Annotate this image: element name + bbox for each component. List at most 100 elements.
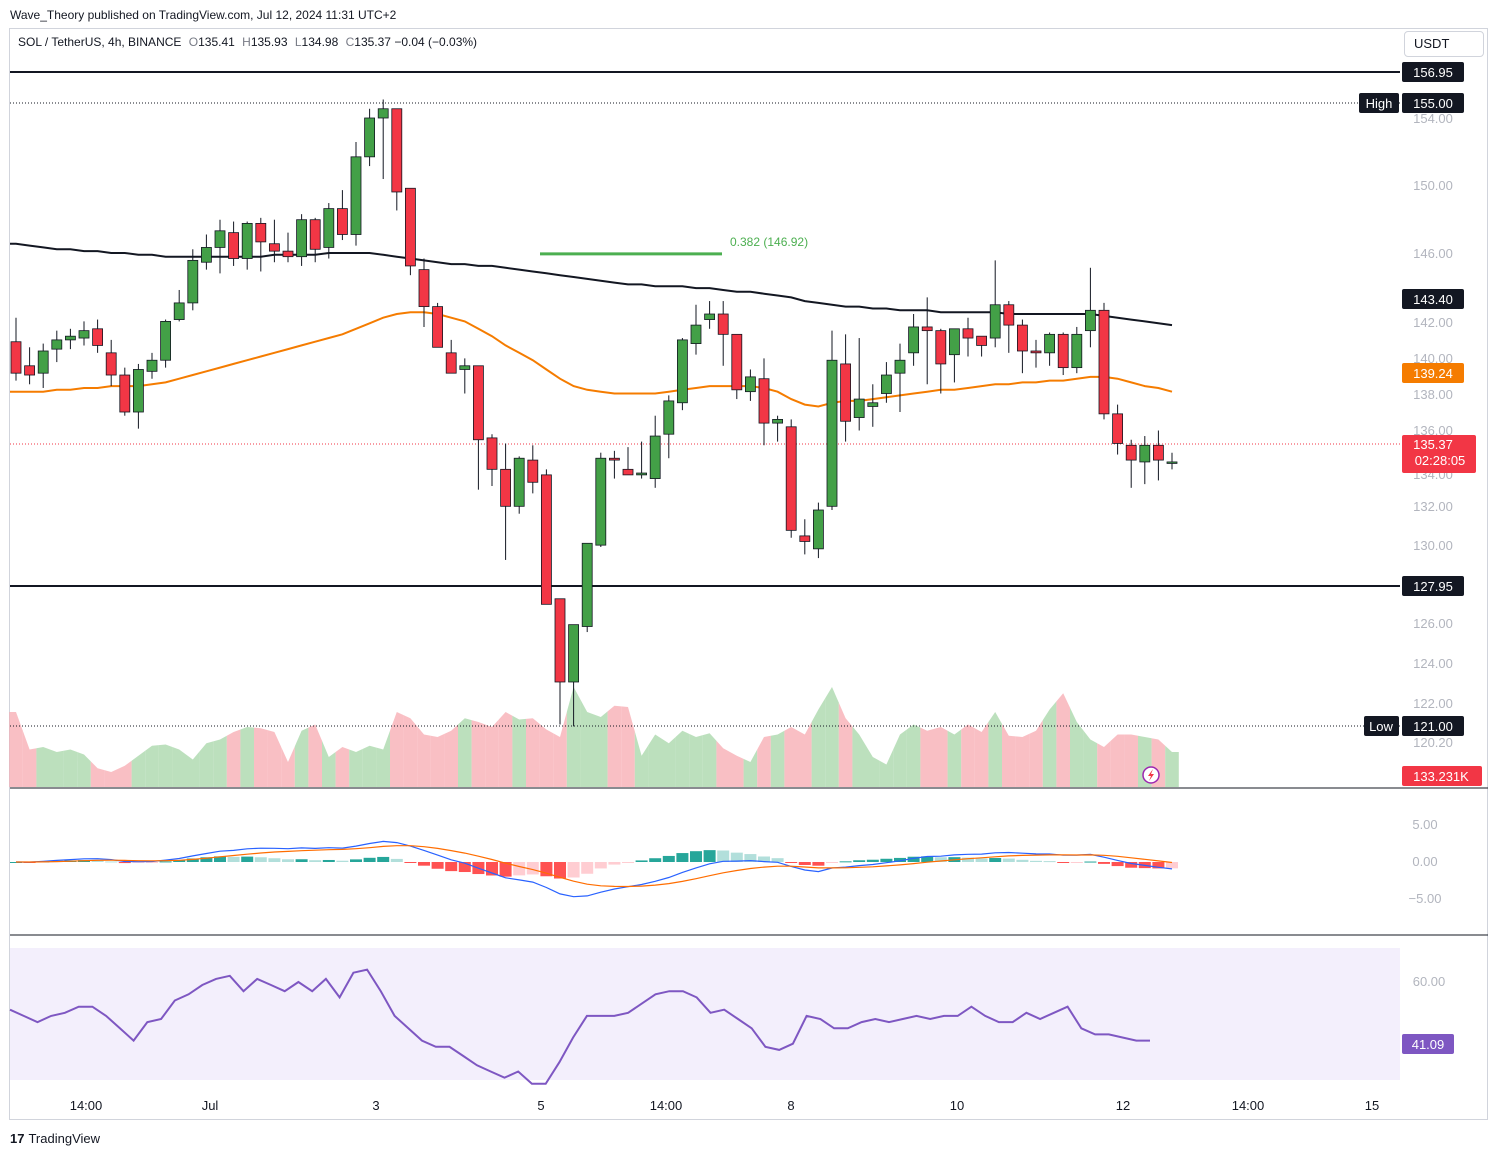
volume-bar (77, 752, 91, 787)
candle-body (78, 330, 90, 339)
symbol-title[interactable]: SOL / TetherUS, 4h, BINANCE (18, 35, 182, 49)
volume-bar (240, 727, 254, 787)
candle (78, 321, 90, 346)
candle (472, 365, 484, 490)
volume-bar (934, 727, 948, 787)
low-badge-label: Low (1369, 719, 1393, 734)
candle-body (772, 419, 783, 424)
volume-bar (784, 727, 798, 787)
macd-histogram-bar (1030, 860, 1042, 862)
candle-body (799, 535, 811, 542)
candle-body (622, 468, 634, 476)
volume-bar (1110, 734, 1125, 787)
volume-bar (471, 720, 486, 787)
high-badge: High 155.00 (1359, 93, 1464, 113)
candle-body (459, 365, 471, 370)
macd-histogram-bar (309, 860, 322, 862)
macd-histogram-bar (717, 850, 730, 862)
price-tick-label: 132.00 (1413, 499, 1453, 514)
macd-histogram-bar (676, 853, 689, 862)
volume-bar (9, 712, 23, 787)
candle-body (785, 426, 797, 531)
candle (908, 314, 919, 366)
lightning-icon[interactable] (1142, 766, 1160, 784)
candle (554, 598, 566, 725)
time-tick-label: 14:00 (650, 1098, 683, 1113)
price-tick-label: 124.00 (1413, 656, 1453, 671)
time-tick-label: 8 (787, 1098, 794, 1113)
volume-bar (186, 751, 200, 787)
candle-body (173, 302, 185, 320)
candle-body (717, 313, 729, 335)
candle-body (527, 459, 539, 483)
candle (527, 445, 539, 494)
volume-bar (825, 687, 839, 787)
tradingview-logo[interactable]: 17 TradingView (10, 1131, 100, 1146)
candle (146, 352, 158, 379)
candle (663, 395, 675, 459)
macd-histogram-bar (934, 857, 947, 862)
macd-histogram-bar (880, 858, 893, 862)
macd-histogram-bar (1070, 862, 1083, 863)
candle (881, 362, 892, 403)
high-badge-value: 155.00 (1413, 96, 1453, 111)
volume-bar (498, 712, 513, 787)
volume-bar (349, 748, 363, 787)
volume-bar (1097, 740, 1111, 787)
candle (160, 319, 172, 368)
macd-histogram-bar (445, 862, 458, 872)
ema200-badge: 143.40 (1402, 289, 1464, 309)
volume-bar (90, 761, 105, 787)
price-lines-layer (10, 71, 1400, 727)
macd-histogram-bar (1002, 858, 1015, 862)
macd-histogram-bar (1084, 861, 1097, 863)
volume-bar (36, 747, 50, 787)
volume-bar (376, 730, 390, 787)
macd-histogram-bar (1111, 862, 1124, 867)
tradingview-mark-icon: 17 (10, 1131, 25, 1146)
rsi-layer (9, 968, 1150, 1085)
rsi-badge: 41.09 (1402, 1034, 1454, 1054)
last-price-badge: 135.37 02:28:05 (1402, 435, 1476, 473)
currency-selector[interactable]: USDT (1404, 31, 1484, 57)
volume-bar (430, 733, 445, 787)
volume-bar (118, 760, 132, 787)
candle (404, 187, 416, 276)
high-label: H (242, 35, 251, 49)
candle-body (1017, 324, 1028, 352)
support-value: 127.95 (1413, 579, 1453, 594)
candle (1153, 430, 1164, 481)
volume-bar (158, 744, 173, 787)
candle (336, 190, 348, 241)
candle-body (37, 350, 49, 374)
candle-body (1030, 350, 1042, 354)
volume-bar (961, 724, 975, 787)
candle (268, 219, 280, 263)
macd-histogram-bar (282, 859, 294, 862)
bar-countdown: 02:28:05 (1415, 453, 1466, 468)
candle-body (663, 400, 675, 435)
candle-body (581, 542, 593, 627)
open-value: 135.41 (198, 35, 235, 49)
candle-body (214, 230, 226, 248)
candle (840, 334, 851, 442)
candle (173, 289, 185, 322)
candle (677, 338, 688, 411)
time-tick-label: 14:00 (1232, 1098, 1265, 1113)
macd-histogram-bar (1057, 862, 1070, 863)
volume-bar (988, 712, 1002, 787)
candle-body (132, 369, 144, 413)
volume-bar (634, 731, 649, 787)
candle (214, 219, 226, 274)
candle (1098, 302, 1110, 420)
volume-bar (770, 730, 785, 787)
candle-body (1125, 444, 1137, 461)
candle (622, 447, 634, 476)
candle-body (609, 457, 620, 461)
volume-bar (335, 747, 350, 787)
candle-body (445, 352, 457, 374)
candle-body (1071, 333, 1083, 369)
candle (500, 443, 512, 560)
volume-bar (1015, 733, 1030, 787)
